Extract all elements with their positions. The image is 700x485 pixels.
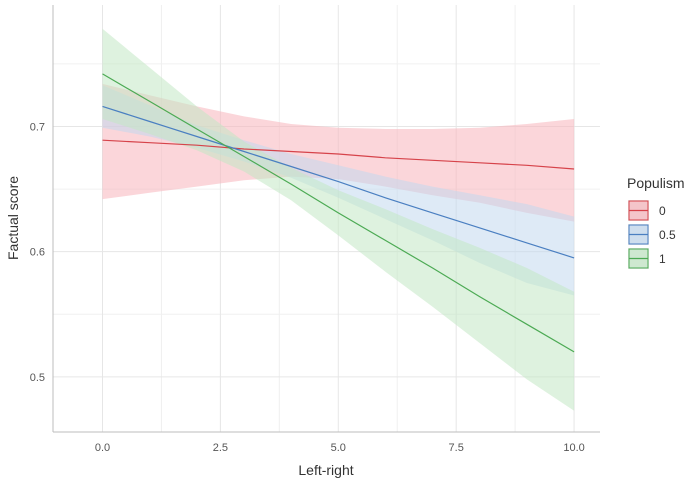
series-line-0.5	[102, 105, 575, 259]
legend-title: Populism	[627, 175, 685, 191]
y-tick-label: 0.6	[30, 247, 45, 259]
confidence-band-0	[102, 83, 575, 222]
legend-item-1: 1	[628, 248, 666, 269]
x-tick-label: 2.5	[213, 442, 228, 454]
x-tick-label: 10.0	[563, 442, 584, 454]
x-tick-label: 7.5	[449, 442, 464, 454]
legend: Populism 00.51	[627, 175, 685, 269]
x-tick-label: 5.0	[331, 442, 346, 454]
series-line-1	[102, 73, 575, 353]
y-axis-title: Factual score	[5, 176, 21, 260]
legend-label-1: 1	[659, 252, 666, 266]
confidence-band-1	[102, 28, 575, 411]
x-axis-title: Left-right	[298, 462, 353, 478]
confidence-bands	[102, 28, 575, 411]
y-axis-ticks: 0.5 0.6 0.7	[30, 121, 45, 383]
x-tick-label: 0.0	[95, 442, 110, 454]
x-axis-ticks: 0.0 2.5 5.0 7.5 10.0	[95, 442, 585, 454]
series-line-0	[102, 139, 575, 170]
legend-label-0: 0	[659, 204, 666, 218]
y-tick-label: 0.7	[30, 121, 45, 133]
legend-items: 00.51	[628, 200, 676, 269]
y-tick-label: 0.5	[30, 372, 45, 384]
legend-item-0: 0	[628, 200, 666, 221]
legend-item-0.5: 0.5	[628, 224, 676, 245]
legend-label-0.5: 0.5	[659, 228, 676, 242]
series-lines	[102, 73, 575, 353]
